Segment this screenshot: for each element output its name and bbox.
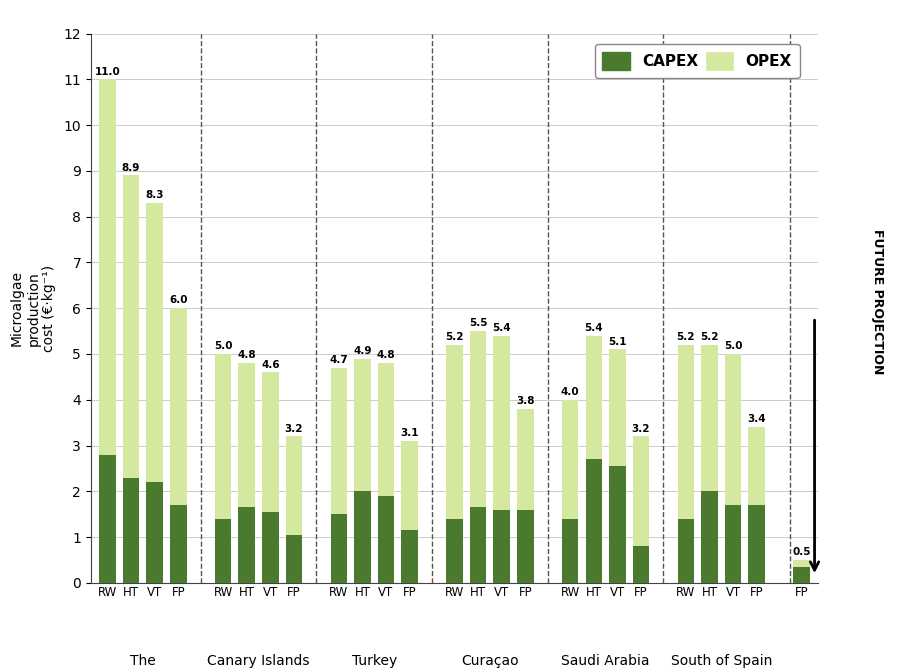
Text: 0.5: 0.5 — [793, 547, 811, 557]
Bar — [402, 530, 418, 583]
Bar — [677, 345, 694, 583]
Text: 4.6: 4.6 — [261, 360, 280, 370]
Text: South of Spain: South of Spain — [671, 654, 772, 668]
Bar — [331, 515, 347, 583]
Bar — [99, 455, 115, 583]
Bar — [146, 203, 163, 583]
Text: 3.4: 3.4 — [747, 415, 766, 425]
Bar — [238, 363, 255, 583]
Text: 3.2: 3.2 — [632, 423, 650, 433]
Text: 4.0: 4.0 — [561, 387, 580, 397]
Text: 5.5: 5.5 — [469, 318, 487, 328]
Text: Saudi Arabia: Saudi Arabia — [562, 654, 650, 668]
Text: 5.2: 5.2 — [676, 332, 695, 342]
Text: 5.0: 5.0 — [724, 341, 743, 351]
Text: 4.8: 4.8 — [237, 350, 256, 360]
Text: 5.4: 5.4 — [584, 323, 603, 333]
Text: FUTURE PROJECTION: FUTURE PROJECTION — [871, 229, 884, 374]
Text: 3.1: 3.1 — [400, 428, 419, 438]
Text: 4.9: 4.9 — [354, 346, 372, 356]
Bar — [585, 460, 602, 583]
Text: 11.0: 11.0 — [95, 66, 120, 76]
Text: 5.2: 5.2 — [700, 332, 719, 342]
Bar — [701, 491, 718, 583]
Bar — [677, 519, 694, 583]
Bar — [215, 519, 232, 583]
Bar — [123, 478, 139, 583]
Bar — [170, 308, 186, 583]
Bar — [748, 427, 765, 583]
Bar — [701, 345, 718, 583]
Bar — [331, 368, 347, 583]
Text: 4.8: 4.8 — [376, 350, 395, 360]
Text: 8.3: 8.3 — [145, 190, 164, 200]
Bar — [238, 507, 255, 583]
Bar — [402, 441, 418, 583]
Bar — [517, 510, 534, 583]
Bar — [633, 436, 649, 583]
Bar — [494, 510, 510, 583]
Bar — [562, 400, 578, 583]
Bar — [585, 336, 602, 583]
Bar — [748, 505, 765, 583]
Bar — [724, 505, 742, 583]
Bar — [378, 496, 395, 583]
Bar — [794, 567, 810, 583]
Text: 8.9: 8.9 — [122, 163, 140, 173]
Bar — [262, 373, 278, 583]
Y-axis label: Microalgae
production
cost (€·kg⁻¹): Microalgae production cost (€·kg⁻¹) — [10, 265, 56, 352]
Bar — [355, 491, 371, 583]
Bar — [633, 546, 649, 583]
Text: The
Netherlands: The Netherlands — [101, 654, 185, 670]
Text: 5.4: 5.4 — [493, 323, 511, 333]
Bar — [470, 331, 486, 583]
Bar — [494, 336, 510, 583]
Text: 3.2: 3.2 — [285, 423, 304, 433]
Bar — [724, 354, 742, 583]
Bar — [562, 519, 578, 583]
Bar — [99, 79, 115, 583]
Legend: CAPEX, OPEX: CAPEX, OPEX — [594, 44, 800, 78]
Text: 5.0: 5.0 — [214, 341, 233, 351]
Bar — [170, 505, 186, 583]
Bar — [262, 512, 278, 583]
Bar — [355, 358, 371, 583]
Bar — [609, 466, 625, 583]
Bar — [446, 345, 463, 583]
Text: 6.0: 6.0 — [169, 295, 187, 306]
Bar — [285, 535, 302, 583]
Text: 4.7: 4.7 — [329, 355, 348, 365]
Text: Turkey: Turkey — [352, 654, 397, 668]
Text: Curaçao: Curaçao — [461, 654, 519, 668]
Bar — [794, 560, 810, 583]
Bar — [146, 482, 163, 583]
Bar — [446, 519, 463, 583]
Bar — [215, 354, 232, 583]
Bar — [470, 507, 486, 583]
Bar — [378, 363, 395, 583]
Text: 5.1: 5.1 — [608, 336, 626, 346]
Text: Canary Islands: Canary Islands — [207, 654, 310, 668]
Bar — [285, 436, 302, 583]
Text: 3.8: 3.8 — [516, 396, 534, 406]
Bar — [609, 350, 625, 583]
Text: 5.2: 5.2 — [445, 332, 464, 342]
Bar — [517, 409, 534, 583]
Bar — [123, 176, 139, 583]
